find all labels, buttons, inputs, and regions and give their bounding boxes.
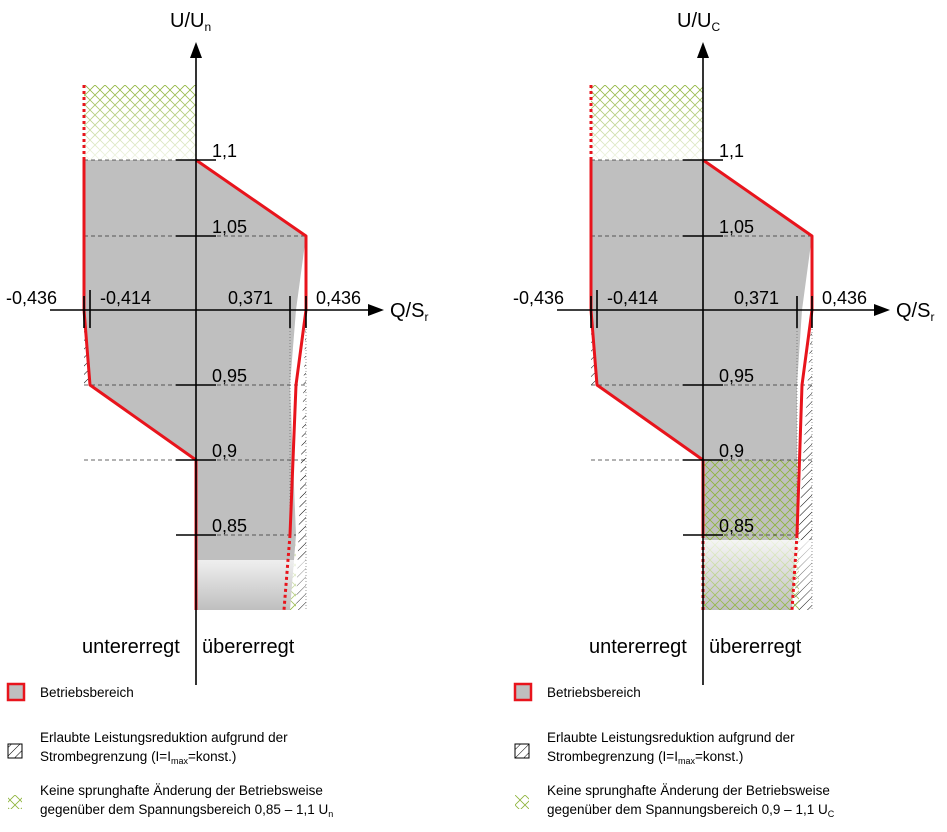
legend-operating-swatch	[513, 682, 533, 702]
y-tick-label: 0,9	[212, 441, 237, 461]
legend-reduction-line1: Erlaubte Leistungsreduktion aufgrund der	[40, 730, 288, 745]
legend-reduction-swatch	[514, 743, 530, 759]
x-axis-arrow	[368, 304, 384, 316]
legend-reduction-line2: Strombegrenzung (I=Imax=konst.)	[40, 749, 236, 766]
legend-nojump-swatch	[515, 795, 529, 809]
region-label-under: untererregt	[589, 636, 687, 658]
x-axis-arrow	[874, 304, 890, 316]
x-tick-label: -0,436	[6, 288, 57, 308]
y-axis-label: U/UC	[677, 10, 720, 34]
y-tick-label: 0,85	[212, 516, 247, 536]
y-tick-label: 1,1	[719, 141, 744, 161]
region-label-under: untererregt	[82, 636, 180, 658]
region-label-over: übererregt	[202, 636, 295, 658]
legend-operating-label: Betriebsbereich	[547, 685, 641, 700]
legend-reduction-swatch	[7, 743, 23, 759]
y-tick-label: 0,9	[719, 441, 744, 461]
x-tick-label: 0,371	[228, 288, 273, 308]
legend-nojump-line1: Keine sprunghafte Änderung der Betriebsw…	[40, 783, 323, 798]
y-axis-arrow	[190, 42, 202, 58]
legend-operating-label: Betriebsbereich	[40, 685, 134, 700]
y-axis-label: U/Un	[170, 10, 211, 34]
x-axis-label: Q/Sr	[896, 300, 934, 324]
legend-nojump-line1: Keine sprunghafte Änderung der Betriebsw…	[547, 783, 830, 798]
legend-operating-swatch	[6, 682, 26, 702]
x-tick-label: -0,414	[100, 288, 151, 308]
y-tick-label: 0,85	[719, 516, 754, 536]
legend-nojump-swatch	[8, 795, 22, 809]
y-tick-label: 1,1	[212, 141, 237, 161]
x-tick-label: 0,436	[822, 288, 867, 308]
x-axis-label: Q/Sr	[390, 300, 428, 324]
panel-right: U/UC Q/Sr 1,1 1,05 0,95 0,9 0,85 -0,436 …	[513, 10, 934, 819]
x-tick-label: -0,414	[607, 288, 658, 308]
y-axis-arrow	[697, 42, 709, 58]
x-tick-label: 0,371	[734, 288, 779, 308]
legend-nojump-line2: gegenüber dem Spannungsbereich 0,85 – 1,…	[40, 802, 333, 819]
x-tick-label: 0,436	[316, 288, 361, 308]
x-tick-label: -0,436	[513, 288, 564, 308]
legend-reduction-line1: Erlaubte Leistungsreduktion aufgrund der	[547, 730, 795, 745]
y-tick-label: 0,95	[719, 366, 754, 386]
y-tick-label: 0,95	[212, 366, 247, 386]
y-tick-label: 1,05	[719, 217, 754, 237]
y-tick-label: 1,05	[212, 217, 247, 237]
legend-nojump-line2: gegenüber dem Spannungsbereich 0,9 – 1,1…	[547, 802, 835, 819]
region-label-over: übererregt	[709, 636, 802, 658]
legend-reduction-line2: Strombegrenzung (I=Imax=konst.)	[547, 749, 743, 766]
panel-left: U/Un Q/Sr 1,1 1,05 0,95 0,9 0,85 -0,436 …	[6, 10, 428, 819]
